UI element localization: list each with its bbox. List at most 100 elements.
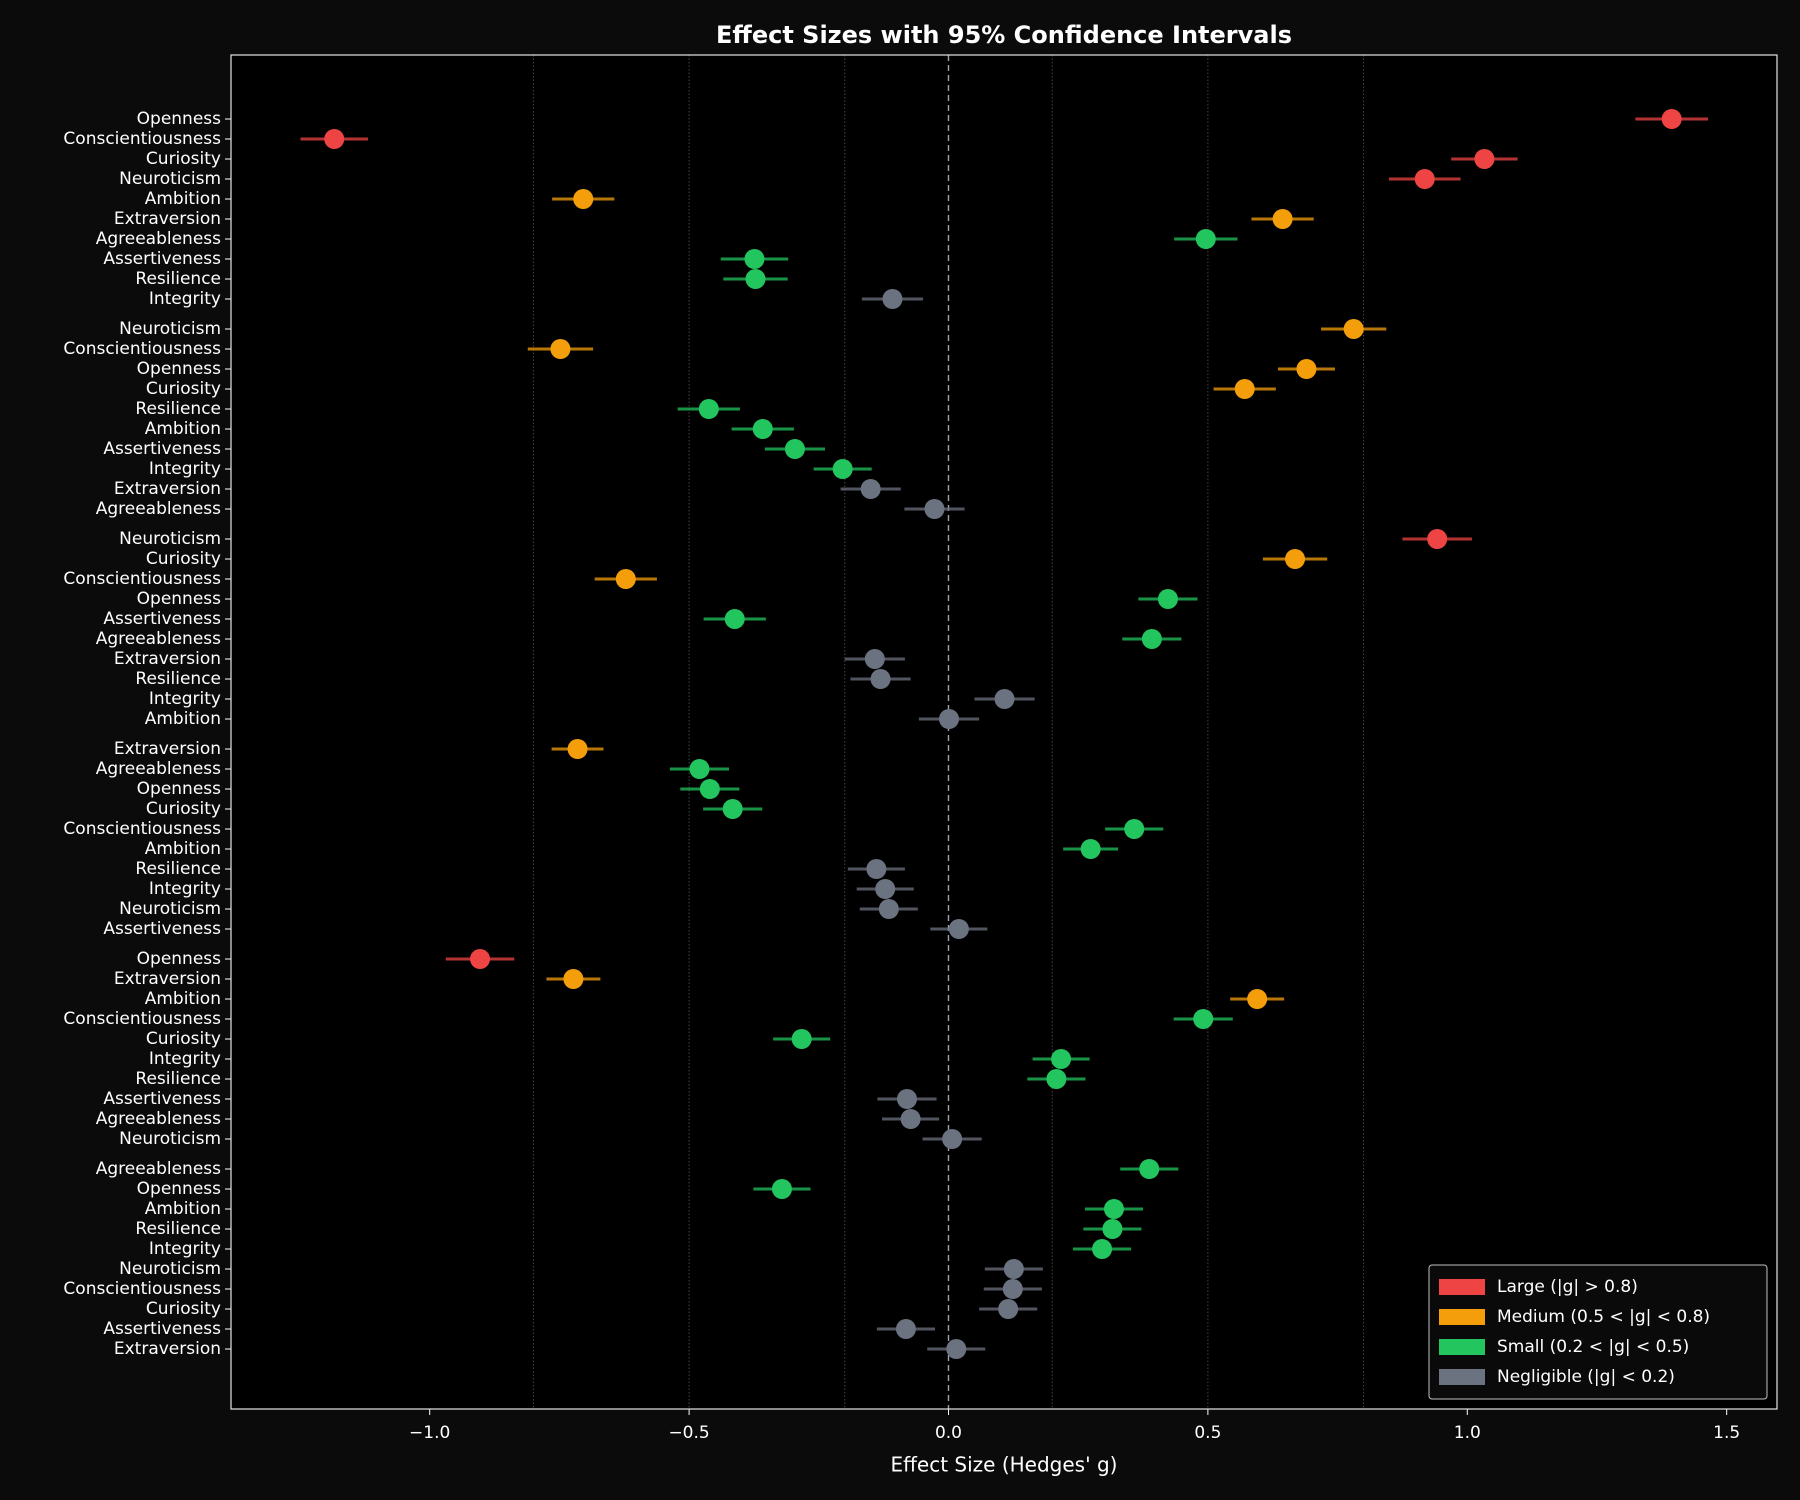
effect-point — [942, 1129, 963, 1149]
y-tick-label: Conscientiousness — [63, 569, 221, 589]
x-tick-label: −1.0 — [409, 1423, 450, 1443]
y-tick-label: Assertiveness — [103, 609, 221, 629]
effect-point — [1080, 839, 1101, 859]
y-tick-label: Openness — [137, 109, 221, 129]
legend-label: Medium (0.5 < |g| < 0.8) — [1497, 1307, 1710, 1327]
y-tick-label: Extraversion — [114, 649, 221, 669]
effect-point — [1195, 229, 1216, 249]
y-tick-label: Resilience — [135, 269, 221, 289]
y-tick-label: Extraversion — [114, 1339, 221, 1359]
y-tick-label: Integrity — [149, 879, 221, 899]
effect-point — [567, 739, 588, 759]
effect-point — [1003, 1259, 1024, 1279]
effect-point — [771, 1179, 792, 1199]
effect-point — [689, 759, 710, 779]
y-tick-label: Conscientiousness — [63, 819, 221, 839]
x-tick-label: 0.0 — [935, 1423, 962, 1443]
x-tick-label: 0.5 — [1194, 1423, 1221, 1443]
effect-point — [573, 189, 594, 209]
y-tick-label: Integrity — [149, 689, 221, 709]
effect-point — [745, 269, 766, 289]
effect-point — [1193, 1009, 1214, 1029]
plot-area — [231, 55, 1777, 1409]
y-tick-label: Ambition — [145, 989, 221, 1009]
effect-point — [875, 879, 896, 899]
x-tick-label: 1.5 — [1713, 1423, 1740, 1443]
effect-point — [1092, 1239, 1113, 1259]
y-tick-label: Conscientiousness — [63, 1279, 221, 1299]
y-tick-label: Openness — [137, 779, 221, 799]
effect-point — [615, 569, 636, 589]
y-tick-label: Curiosity — [146, 1299, 221, 1319]
axes-frame — [230, 54, 1778, 1410]
y-tick-label: Curiosity — [146, 379, 221, 399]
effect-point — [791, 1029, 812, 1049]
y-tick-label: Resilience — [135, 399, 221, 419]
y-tick-label: Openness — [137, 949, 221, 969]
effect-point — [1474, 149, 1495, 169]
y-tick-label: Assertiveness — [103, 1319, 221, 1339]
y-tick-label: Agreeableness — [96, 499, 221, 519]
y-tick-label: Neuroticism — [119, 1259, 221, 1279]
y-tick-label: Curiosity — [146, 1029, 221, 1049]
y-tick-label: Curiosity — [146, 549, 221, 569]
y-tick-label: Integrity — [149, 1239, 221, 1259]
y-tick-label: Resilience — [135, 1069, 221, 1089]
legend-swatch — [1439, 1369, 1485, 1385]
y-tick-label: Ambition — [145, 1199, 221, 1219]
y-tick-label: Openness — [137, 589, 221, 609]
effect-point — [870, 669, 891, 689]
effect-point — [864, 649, 885, 669]
y-tick-label: Neuroticism — [119, 169, 221, 189]
y-tick-label: Assertiveness — [103, 1089, 221, 1109]
effect-point — [722, 799, 743, 819]
y-tick-label: Openness — [137, 1179, 221, 1199]
y-tick-label: Conscientiousness — [63, 129, 221, 149]
effect-point — [924, 499, 945, 519]
legend-swatch — [1439, 1339, 1485, 1355]
effect-point — [1661, 109, 1682, 129]
effect-point — [1247, 989, 1268, 1009]
y-tick-label: Extraversion — [114, 969, 221, 989]
x-tick-label: 1.0 — [1454, 1423, 1481, 1443]
effect-point — [744, 249, 765, 269]
y-tick-label: Openness — [137, 359, 221, 379]
effect-point — [1051, 1049, 1072, 1069]
y-tick-label: Conscientiousness — [63, 339, 221, 359]
effect-point — [882, 289, 903, 309]
y-tick-label: Agreeableness — [96, 759, 221, 779]
effect-point — [1002, 1279, 1023, 1299]
effect-point — [1414, 169, 1435, 189]
y-tick-label: Resilience — [135, 859, 221, 879]
effect-point — [860, 479, 881, 499]
effect-point — [1343, 319, 1364, 339]
effect-point — [1427, 529, 1448, 549]
y-tick-label: Assertiveness — [103, 919, 221, 939]
y-tick-label: Curiosity — [146, 149, 221, 169]
y-tick-label: Ambition — [145, 189, 221, 209]
chart-title: Effect Sizes with 95% Confidence Interva… — [716, 21, 1292, 49]
y-tick-label: Agreeableness — [96, 229, 221, 249]
y-tick-label: Resilience — [135, 669, 221, 689]
effect-point — [998, 1299, 1019, 1319]
effect-point — [939, 709, 960, 729]
effect-point — [832, 459, 853, 479]
y-tick-label: Assertiveness — [103, 439, 221, 459]
effect-point — [324, 129, 345, 149]
effect-point — [1046, 1069, 1067, 1089]
effect-point — [784, 439, 805, 459]
y-tick-label: Neuroticism — [119, 319, 221, 339]
legend-swatch — [1439, 1279, 1485, 1295]
effect-point — [866, 859, 887, 879]
y-tick-label: Assertiveness — [103, 249, 221, 269]
y-tick-label: Neuroticism — [119, 529, 221, 549]
y-tick-label: Ambition — [145, 419, 221, 439]
effect-point — [752, 419, 773, 439]
y-tick-label: Extraversion — [114, 739, 221, 759]
x-axis-label: Effect Size (Hedges' g) — [891, 1453, 1118, 1477]
effect-point — [1103, 1199, 1124, 1219]
effect-point — [1141, 629, 1162, 649]
legend-box — [1428, 1264, 1768, 1400]
legend-label: Large (|g| > 0.8) — [1497, 1277, 1638, 1297]
